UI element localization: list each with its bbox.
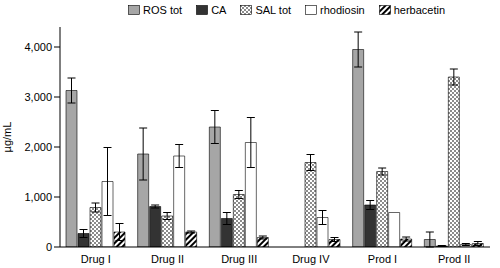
svg-text:0: 0 [46, 241, 52, 253]
svg-text:µg/mL: µg/mL [8, 122, 13, 153]
html-text:rhodiosin: rhodiosin [320, 4, 365, 16]
svg-text:2,000: 2,000 [24, 141, 52, 153]
svg-text:3,000: 3,000 [24, 91, 52, 103]
svg-text:Drug IV: Drug IV [292, 253, 330, 265]
html-text:herbacetin: herbacetin [393, 4, 446, 16]
html-text:CA: CA [211, 4, 227, 16]
svg-text:Prod II: Prod II [438, 253, 470, 265]
svg-text:Drug III: Drug III [221, 253, 257, 265]
html-text:SAL tot: SAL tot [255, 4, 292, 16]
svg-text:1,000: 1,000 [24, 191, 52, 203]
svg-text:4,000: 4,000 [24, 41, 52, 53]
svg-text:Drug I: Drug I [81, 253, 111, 265]
html-text:ROS tot: ROS tot [143, 4, 183, 16]
svg-text:Prod I: Prod I [368, 253, 397, 265]
svg-text:Drug II: Drug II [151, 253, 184, 265]
